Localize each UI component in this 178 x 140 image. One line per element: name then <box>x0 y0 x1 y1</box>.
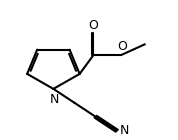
Text: O: O <box>88 19 98 32</box>
Text: N: N <box>119 124 129 137</box>
Text: O: O <box>117 40 127 53</box>
Text: N: N <box>50 93 59 106</box>
